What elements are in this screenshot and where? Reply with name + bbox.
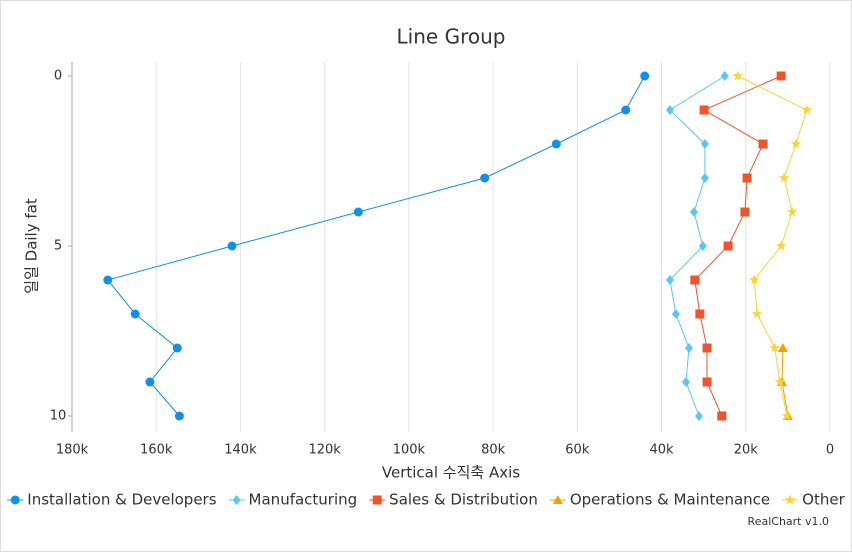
marker [174, 411, 184, 421]
legend-item: Other [782, 491, 846, 509]
marker [689, 207, 698, 217]
marker [681, 377, 690, 387]
marker [786, 206, 798, 217]
marker [778, 172, 790, 183]
marker [232, 495, 241, 505]
x-tick-label: 0 [826, 443, 834, 458]
marker [130, 309, 140, 319]
marker [775, 240, 787, 251]
legend-item: Operations & Maintenance [549, 491, 770, 509]
legend-item: Manufacturing [228, 491, 358, 509]
marker [742, 173, 752, 183]
legend-label: Installation & Developers [27, 491, 216, 509]
x-tick-label: 160k [140, 443, 173, 458]
x-tick-label: 20k [734, 443, 759, 458]
marker [769, 342, 781, 353]
marker [776, 71, 786, 81]
marker [372, 495, 382, 505]
marker [103, 275, 113, 285]
marker [740, 207, 750, 217]
marker [702, 377, 712, 387]
y-tick-label: 0 [54, 69, 62, 84]
legend-item: Installation & Developers [7, 491, 217, 509]
legend-item: Sales & Distribution [369, 491, 538, 509]
marker [784, 494, 796, 505]
x-tick-label: 40k [650, 443, 675, 458]
x-tick-label: 180k [56, 443, 89, 458]
marker [552, 495, 563, 504]
marker [621, 105, 631, 115]
marker [640, 71, 650, 81]
marker [717, 411, 727, 421]
marker [699, 105, 709, 115]
marker [700, 173, 709, 183]
marker [700, 139, 709, 149]
marker [145, 377, 155, 387]
y-axis-title: 일일 Daily fat [23, 198, 41, 294]
marker [758, 139, 768, 149]
marker [695, 309, 705, 319]
marker [774, 376, 786, 387]
marker [172, 343, 182, 353]
x-tick-label: 100k [393, 443, 426, 458]
marker [665, 105, 674, 115]
y-tick-label: 5 [54, 239, 62, 254]
legend-label: Sales & Distribution [389, 491, 538, 509]
x-tick-label: 140k [224, 443, 257, 458]
marker [702, 343, 712, 353]
marker [480, 173, 490, 183]
marker [723, 241, 733, 251]
marker [748, 274, 760, 285]
legend-label: Operations & Maintenance [570, 491, 770, 509]
marker [781, 410, 793, 421]
marker [227, 241, 237, 251]
marker [10, 495, 20, 505]
marker [732, 70, 744, 81]
marker [801, 104, 813, 115]
marker [751, 308, 763, 319]
marker [665, 275, 674, 285]
marker [353, 207, 363, 217]
legend-label: Manufacturing [249, 491, 358, 509]
marker [695, 411, 704, 421]
marker [790, 138, 802, 149]
marker [690, 275, 700, 285]
marker [671, 309, 680, 319]
marker [551, 139, 561, 149]
x-tick-label: 80k [481, 443, 506, 458]
marker [777, 343, 788, 352]
marker [698, 241, 707, 251]
legend-label: Other [802, 491, 845, 509]
y-tick-label: 10 [50, 409, 67, 424]
chart-title: Line Group [397, 25, 506, 49]
legend: Installation & Developers Manufacturing Sa… [7, 491, 846, 509]
x-axis-title: Vertical 수직축 Axis [382, 464, 520, 482]
marker [720, 71, 729, 81]
x-tick-label: 120k [308, 443, 341, 458]
marker [684, 343, 693, 353]
credits: RealChart v1.0 [748, 515, 829, 528]
x-tick-label: 60k [565, 443, 590, 458]
